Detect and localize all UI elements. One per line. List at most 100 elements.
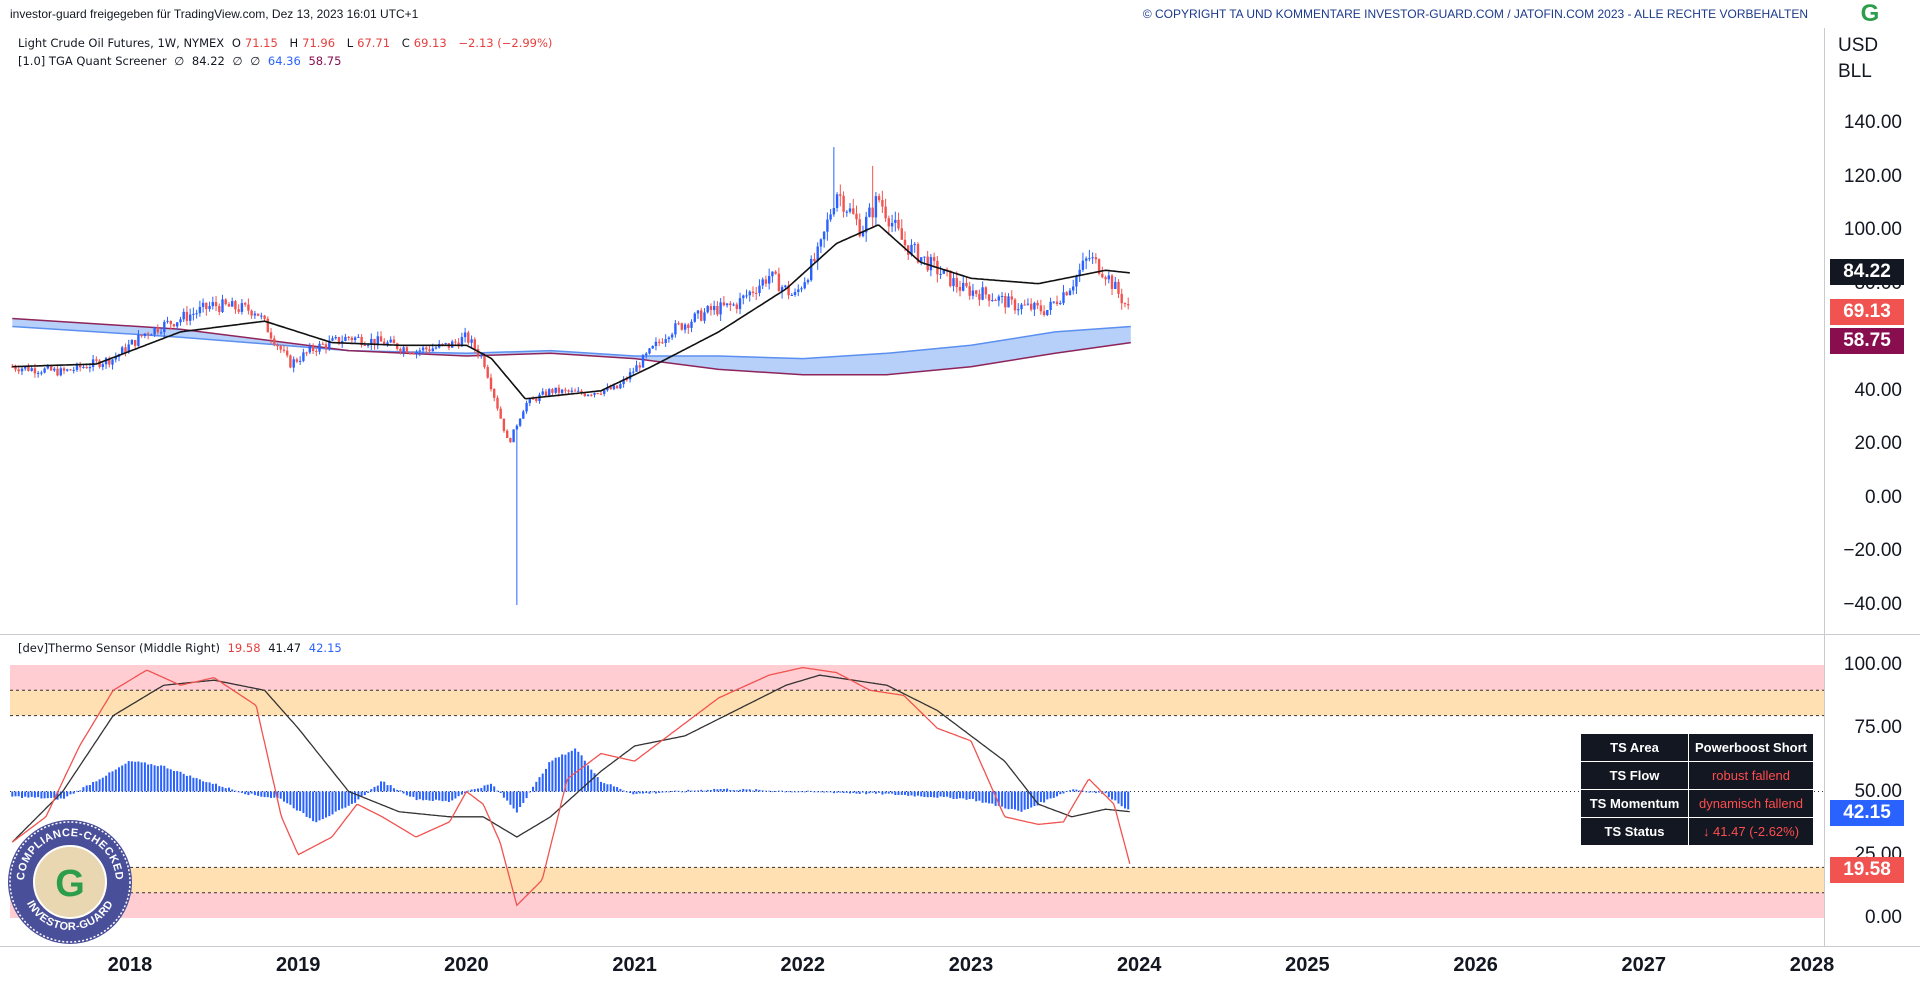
candle-body <box>1094 257 1098 260</box>
candle-body <box>389 339 392 343</box>
candle-body <box>163 321 166 333</box>
histogram-bar <box>748 789 751 792</box>
histogram-bar <box>1078 790 1081 792</box>
histogram-bar <box>612 786 615 792</box>
histogram-bar <box>522 791 525 803</box>
candle-body <box>237 309 240 312</box>
price-tick-label: −40.00 <box>1843 594 1902 615</box>
candle-body <box>658 341 661 343</box>
histogram-bar <box>166 768 169 792</box>
candle-body <box>441 343 444 345</box>
histogram-bar <box>108 772 111 792</box>
candle-body <box>166 320 169 322</box>
candle-body <box>654 341 658 346</box>
time-tick-label: 2027 <box>1621 954 1667 976</box>
compliance-badge-icon: G COMPLIANCE-CHECKED INVESTOR-GUARD <box>8 820 132 944</box>
histogram-bar <box>150 764 153 792</box>
histogram-bar <box>79 790 82 792</box>
histogram-bar <box>654 791 657 794</box>
chart-canvas[interactable] <box>0 0 1824 947</box>
histogram-bar <box>884 791 887 794</box>
candle-body <box>700 310 703 321</box>
candle-body <box>282 349 286 351</box>
candle-body <box>363 345 366 346</box>
candle-body <box>1000 296 1004 297</box>
histogram-bar <box>868 791 871 794</box>
histogram-bar <box>609 784 612 792</box>
histogram-bar <box>283 791 285 802</box>
candle-body <box>819 239 823 247</box>
symbol-name[interactable]: Light Crude Oil Futures, 1W, NYMEX <box>18 36 225 50</box>
histogram-bar <box>784 791 787 793</box>
histogram-bar <box>253 791 256 796</box>
candle-body <box>273 338 276 345</box>
candle-body <box>855 213 858 220</box>
candle-body <box>842 195 845 212</box>
candle-body <box>852 208 855 214</box>
histogram-bar <box>616 787 619 792</box>
candle-body <box>696 310 700 314</box>
candle-body <box>370 338 373 345</box>
candle-body <box>1127 304 1130 306</box>
histogram-bar <box>667 791 670 793</box>
candle-body <box>735 304 738 309</box>
histogram-bar <box>619 788 622 792</box>
price-legend: Light Crude Oil Futures, 1W, NYMEX O 71.1… <box>18 36 553 50</box>
candle-body <box>20 368 24 372</box>
histogram-bar <box>955 791 958 799</box>
histogram-bar <box>30 791 33 797</box>
histogram-bar <box>1020 791 1023 812</box>
histogram-bar <box>509 791 512 805</box>
histogram-bar <box>832 791 835 794</box>
candle-body <box>444 343 447 345</box>
candle-body <box>619 384 622 389</box>
candle-body <box>1013 299 1017 311</box>
candle-body <box>648 348 651 354</box>
candle-body <box>865 216 868 233</box>
histogram-bar <box>130 761 133 792</box>
candle-body <box>473 339 476 349</box>
candle-body <box>98 360 101 367</box>
candle-body <box>1091 257 1094 259</box>
candle-body <box>231 301 234 307</box>
histogram-bar <box>1001 791 1004 807</box>
histogram-bar <box>140 762 143 792</box>
candle-body <box>91 359 95 367</box>
indicator-name[interactable]: [1.0] TGA Quant Screener <box>18 54 167 68</box>
histogram-bar <box>127 761 130 792</box>
candle-body <box>506 430 509 438</box>
candle-body <box>486 367 489 378</box>
candle-body <box>185 311 189 321</box>
histogram-bar <box>920 791 923 797</box>
histogram-bar <box>1085 791 1088 793</box>
candle-body <box>887 218 890 227</box>
candle-body <box>95 359 98 361</box>
histogram-bar <box>680 791 683 793</box>
histogram-bar <box>949 791 952 798</box>
fast-line <box>11 666 1131 907</box>
histogram-bar <box>1014 791 1016 810</box>
histogram-bar <box>758 789 761 792</box>
histogram-bar <box>111 771 114 792</box>
histogram-bar <box>334 791 337 812</box>
histogram-bar <box>697 790 699 792</box>
candle-body <box>69 369 72 371</box>
pane-divider[interactable] <box>0 634 1920 635</box>
candle-body <box>1010 296 1013 300</box>
candle-body <box>709 306 713 311</box>
candle-body <box>1036 302 1039 306</box>
candle-body <box>483 355 486 368</box>
candle-body <box>586 394 590 396</box>
candle-body <box>991 300 994 301</box>
candle-body <box>787 285 790 296</box>
histogram-bar <box>874 791 877 794</box>
histogram-bar <box>425 791 428 800</box>
histogram-bar <box>913 791 916 797</box>
histogram-bar <box>787 791 790 793</box>
histogram-bar <box>858 791 861 794</box>
candle-body <box>412 353 415 355</box>
oscillator-name[interactable]: [dev]Thermo Sensor (Middle Right) <box>18 641 220 655</box>
histogram-bar <box>981 791 984 803</box>
osc-tick-label: 0.00 <box>1865 907 1902 928</box>
histogram-bar <box>134 761 137 792</box>
